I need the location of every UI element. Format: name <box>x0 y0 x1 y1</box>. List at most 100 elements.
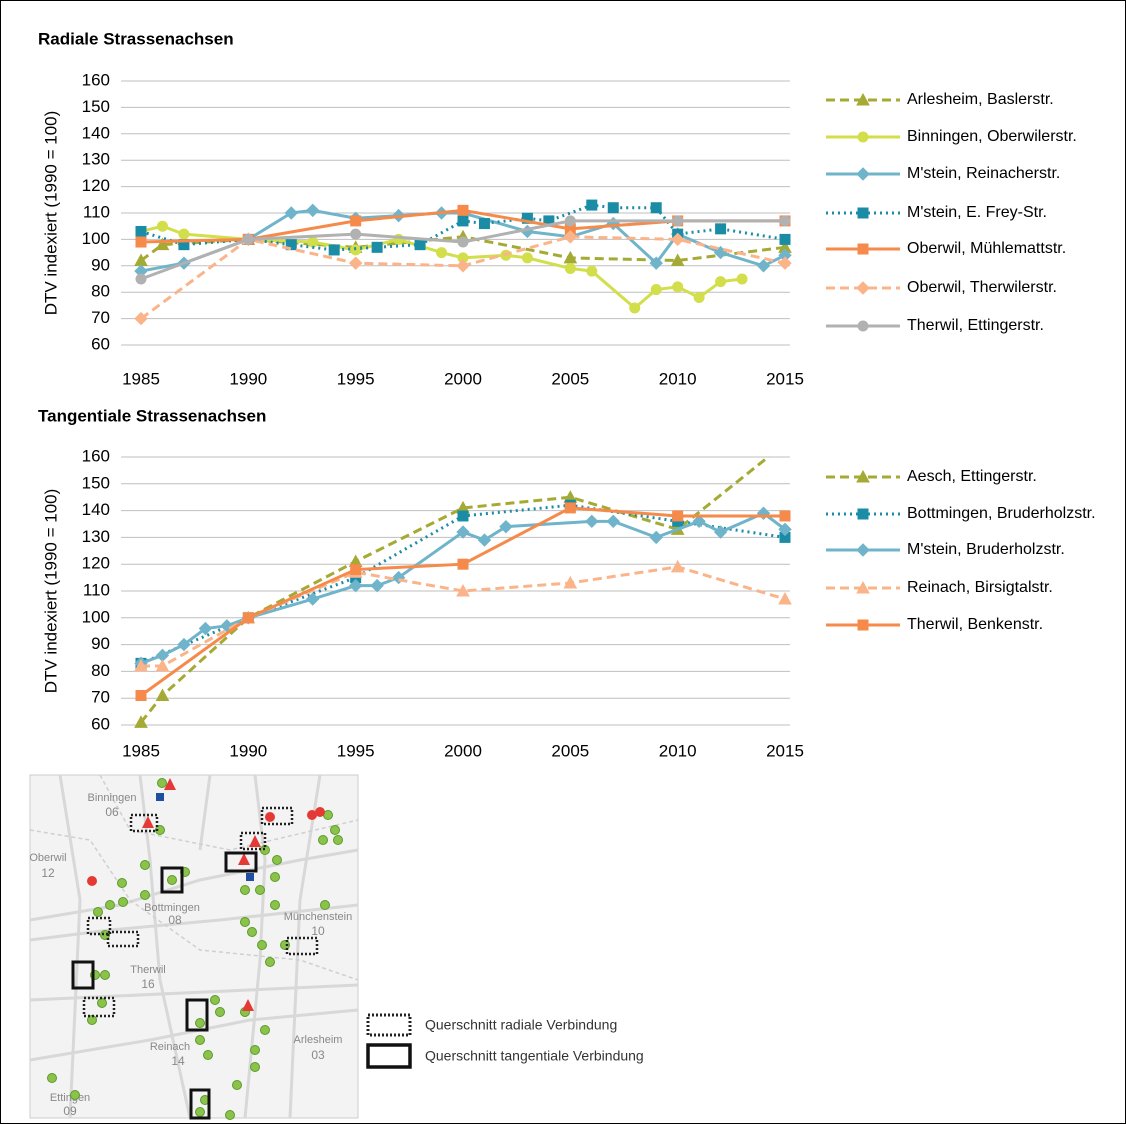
marker <box>457 236 469 248</box>
map-station <box>270 900 280 910</box>
map-box-radial <box>106 930 140 948</box>
legend-label: Oberwil, Therwilerstr. <box>907 279 1057 296</box>
map-station <box>330 825 340 835</box>
y-tick-label: 100 <box>82 607 110 626</box>
y-tick-label: 120 <box>82 176 110 195</box>
map-code: 08 <box>168 913 182 927</box>
map-box-tangential <box>224 851 258 873</box>
marker <box>177 637 191 652</box>
y-tick-label: 80 <box>91 661 110 680</box>
marker <box>756 259 771 273</box>
legend-marker <box>856 167 870 181</box>
marker <box>134 658 148 672</box>
marker <box>478 218 490 230</box>
map-station <box>215 1007 225 1017</box>
map-code: 03 <box>311 1048 325 1062</box>
marker <box>135 236 147 248</box>
marker <box>350 215 362 227</box>
map-counter <box>142 816 154 828</box>
marker <box>586 199 598 211</box>
y-tick-label: 150 <box>82 97 110 116</box>
marker <box>692 514 706 529</box>
marker <box>306 203 320 218</box>
y-tick-label: 160 <box>82 446 110 465</box>
legend-label: Arlesheim, Baslerstr. <box>907 91 1054 108</box>
marker <box>736 273 748 285</box>
y-tick-label: 110 <box>83 202 110 221</box>
map-place: Ettingen <box>50 1092 90 1104</box>
legend-label: M'stein, E. Frey-Str. <box>907 204 1047 221</box>
y-tick-label: 90 <box>91 255 110 274</box>
marker <box>456 583 470 597</box>
map-box-radial <box>239 831 267 851</box>
x-tick-label: 2005 <box>551 369 589 388</box>
x-tick-label: 2000 <box>444 369 482 388</box>
map-station <box>118 897 128 907</box>
marker <box>135 225 147 237</box>
map-station <box>333 835 343 845</box>
map-station <box>225 1110 235 1120</box>
map-counter <box>307 810 317 820</box>
marker <box>649 530 663 545</box>
map-station <box>47 1073 57 1083</box>
map-station <box>195 1018 205 1028</box>
map-station <box>272 855 282 865</box>
marker <box>499 519 513 534</box>
y-tick-label: 60 <box>91 714 110 733</box>
map-station <box>195 1107 205 1117</box>
legend-marker <box>856 281 870 295</box>
marker <box>350 564 362 576</box>
marker <box>306 592 320 606</box>
map-station <box>265 957 275 967</box>
y-tick-label: 70 <box>91 308 110 327</box>
y-tick-label: 150 <box>82 473 110 492</box>
map-station <box>250 1062 260 1072</box>
marker <box>563 230 578 244</box>
marker <box>563 575 578 589</box>
map-legend-label: Querschnitt tangentiale Verbindung <box>425 1048 644 1064</box>
map-counter <box>164 778 176 790</box>
chart-title: Tangentiale Strassenachsen <box>38 406 266 425</box>
map-station <box>100 970 110 980</box>
marker <box>285 239 297 251</box>
marker <box>307 236 319 248</box>
map-station <box>280 940 290 950</box>
x-tick-label: 2010 <box>659 369 697 388</box>
marker <box>155 688 170 702</box>
map-box-radial <box>86 916 112 936</box>
map-station <box>250 1045 260 1055</box>
map-station <box>93 907 103 917</box>
y-tick-label: 60 <box>91 334 110 353</box>
marker <box>328 244 340 256</box>
marker <box>693 291 705 303</box>
legend-marker <box>857 619 869 631</box>
legend-marker <box>856 92 870 106</box>
marker <box>607 202 619 214</box>
marker <box>134 715 148 728</box>
map-place: Oberwil <box>29 852 66 864</box>
x-tick-label: 2015 <box>766 369 804 388</box>
y-tick-label: 130 <box>82 150 110 169</box>
map-counter <box>156 793 164 801</box>
marker <box>242 233 254 245</box>
y-tick-label: 140 <box>82 123 110 142</box>
x-tick-label: 1995 <box>337 369 375 388</box>
marker <box>672 281 684 293</box>
marker <box>672 510 684 522</box>
legend-label: Bottmingen, Bruderholzstr. <box>907 505 1096 522</box>
x-tick-label: 2015 <box>766 741 804 760</box>
marker <box>778 591 792 605</box>
marker <box>779 215 791 227</box>
marker <box>134 311 148 326</box>
legend-marker <box>857 243 869 255</box>
marker <box>178 228 190 240</box>
marker <box>586 265 598 277</box>
map-code: 16 <box>141 977 155 991</box>
legend-label: Therwil, Ettingerstr. <box>907 317 1044 334</box>
map-station <box>255 885 265 895</box>
legend-label: M'stein, Reinacherstr. <box>907 165 1060 182</box>
marker <box>135 690 147 702</box>
marker <box>348 578 363 593</box>
map-place: Binningen <box>88 792 137 804</box>
map-box-radial <box>129 813 159 833</box>
